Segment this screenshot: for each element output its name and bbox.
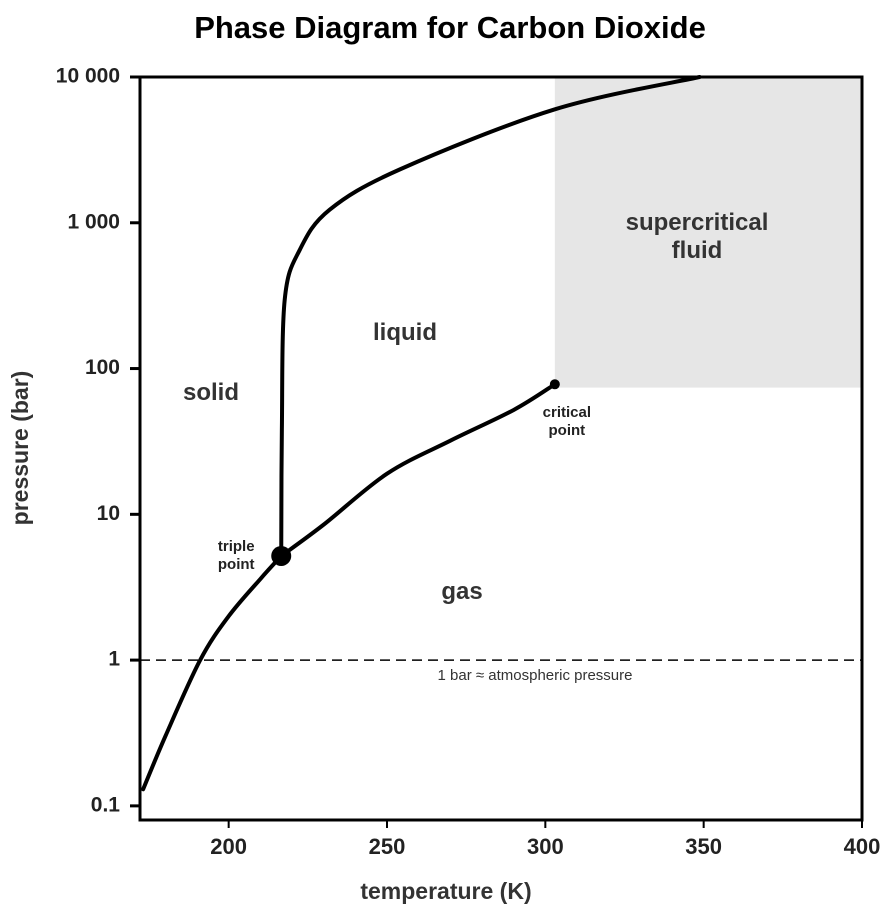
y-tick-label: 1 000 bbox=[67, 210, 120, 233]
phase-boundary bbox=[279, 75, 702, 558]
point-label: critical point bbox=[542, 404, 592, 440]
x-tick-label: 300 bbox=[527, 834, 564, 859]
y-axis-label: pressure (bar) bbox=[7, 371, 33, 526]
x-tick-label: 350 bbox=[685, 834, 722, 859]
supercritical-region bbox=[554, 77, 862, 388]
plot-frame bbox=[138, 75, 864, 822]
phase-point bbox=[549, 379, 560, 390]
x-tick-label: 400 bbox=[844, 834, 881, 859]
region-label: gas bbox=[441, 578, 483, 605]
phase-boundary bbox=[279, 382, 557, 558]
region-label: liquid bbox=[373, 319, 437, 346]
region-label: solid bbox=[182, 379, 239, 406]
region-label: supercritical fluid bbox=[625, 209, 769, 264]
y-tick-label: 0.1 bbox=[91, 793, 121, 816]
phase-point bbox=[271, 545, 292, 566]
x-tick-label: 200 bbox=[210, 834, 247, 859]
chart-title: Phase Diagram for Carbon Dioxide bbox=[194, 10, 706, 45]
point-label: triple point bbox=[217, 537, 255, 573]
x-tick-label: 250 bbox=[369, 834, 406, 859]
y-tick-label: 10 bbox=[97, 502, 120, 525]
y-tick-label: 1 bbox=[108, 648, 120, 671]
reference-line-label: 1 bar ≈ atmospheric pressure bbox=[438, 667, 633, 684]
y-tick-label: 100 bbox=[85, 356, 120, 379]
x-axis-label: temperature (K) bbox=[360, 878, 531, 904]
y-tick-label: 10 000 bbox=[56, 65, 120, 88]
phase-boundary bbox=[141, 553, 284, 792]
